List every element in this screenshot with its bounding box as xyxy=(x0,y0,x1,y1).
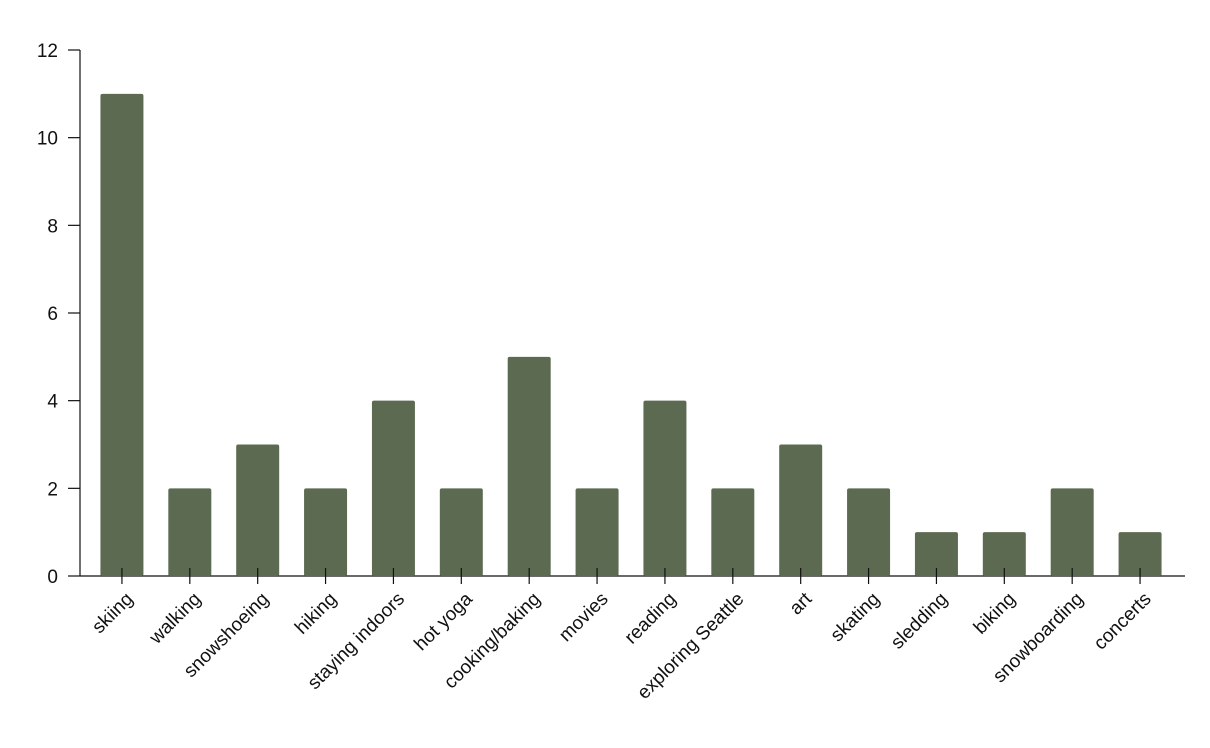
x-tick-label: reading xyxy=(621,589,681,649)
bar xyxy=(439,488,483,576)
bar xyxy=(982,532,1026,576)
bar xyxy=(779,444,823,576)
bar xyxy=(236,444,280,576)
y-tick-label: 12 xyxy=(37,41,58,62)
bar xyxy=(304,488,348,576)
x-tick-label: concerts xyxy=(1090,589,1156,655)
x-tick-label: hiking xyxy=(291,589,341,639)
bar xyxy=(371,400,415,576)
bar xyxy=(914,532,958,576)
x-tick-label: art xyxy=(786,588,817,619)
y-tick-label: 4 xyxy=(47,392,58,413)
y-tick-label: 6 xyxy=(47,304,58,325)
bar xyxy=(168,488,212,576)
bar xyxy=(847,488,891,576)
bar xyxy=(507,356,551,576)
y-tick-label: 2 xyxy=(47,479,58,500)
bar xyxy=(1050,488,1094,576)
bar xyxy=(575,488,619,576)
y-tick-label: 8 xyxy=(47,216,58,237)
bar xyxy=(711,488,755,576)
bar xyxy=(643,400,687,576)
bar xyxy=(1118,532,1162,576)
y-tick-label: 0 xyxy=(47,567,58,588)
y-tick-label: 10 xyxy=(37,129,58,150)
x-tick-label: hot yoga xyxy=(410,588,477,655)
x-tick-label: walking xyxy=(145,589,205,649)
x-tick-label: biking xyxy=(970,589,1020,639)
x-tick-label: movies xyxy=(555,589,612,646)
x-tick-label: skiing xyxy=(88,589,137,638)
bar xyxy=(100,93,144,576)
x-tick-label: skating xyxy=(827,589,884,646)
x-tick-label: sledding xyxy=(887,589,952,654)
